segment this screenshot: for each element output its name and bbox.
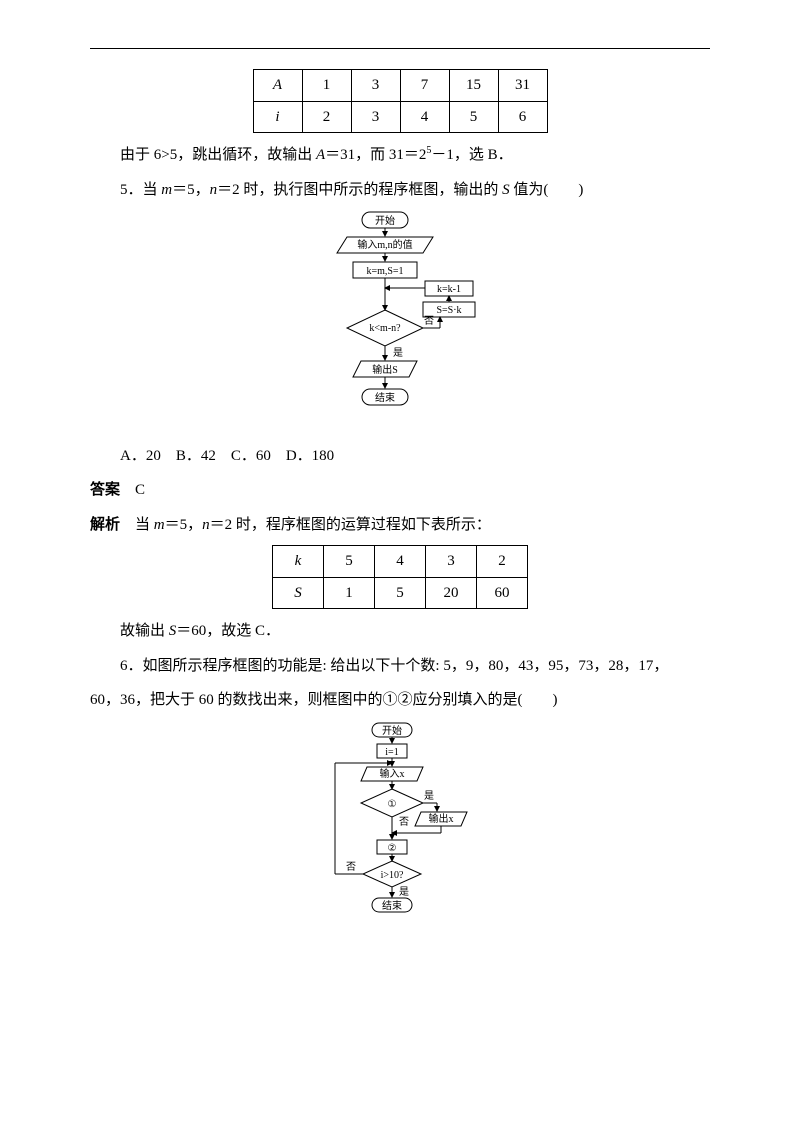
flow-d1: ① bbox=[388, 799, 397, 810]
cell: 31 bbox=[498, 70, 547, 102]
flow-input: 输入m,n的值 bbox=[357, 238, 412, 251]
flow-no: 否 bbox=[399, 816, 409, 828]
cell: 60 bbox=[477, 577, 528, 609]
options-5: A．20 B．42 C．60 D．180 bbox=[90, 442, 710, 471]
text: ＝5， bbox=[165, 517, 203, 533]
cell: 20 bbox=[426, 577, 477, 609]
cell: S bbox=[273, 577, 324, 609]
table-row: A 1 3 7 15 31 bbox=[253, 70, 547, 102]
table-row: S 1 5 20 60 bbox=[273, 577, 528, 609]
cell: 3 bbox=[351, 70, 400, 102]
flow-init: i=1 bbox=[385, 747, 398, 758]
answer-label: 答案 bbox=[90, 482, 120, 498]
answer-5: 答案 C bbox=[90, 476, 710, 505]
flow-end: 结束 bbox=[375, 391, 395, 404]
cell: 3 bbox=[426, 546, 477, 578]
text: ＝31，而 31＝2 bbox=[325, 147, 426, 163]
answer-val: C bbox=[120, 482, 145, 498]
text: 6．如图所示程序框图的功能是: 给出以下十个数: 5，9，80，43，95，73… bbox=[120, 658, 668, 674]
flow-yes: 是 bbox=[424, 790, 434, 802]
flow-start: 开始 bbox=[375, 214, 395, 227]
flow-upd2: S=S·k bbox=[436, 305, 461, 316]
question-5: 5．当 m＝5，n＝2 时，执行图中所示的程序框图，输出的 S 值为( ) bbox=[90, 176, 710, 205]
cell: 4 bbox=[400, 101, 449, 133]
text: 故输出 bbox=[120, 623, 169, 639]
cell: 3 bbox=[351, 101, 400, 133]
text: A．20 B．42 C．60 D．180 bbox=[120, 448, 334, 464]
cell: A bbox=[253, 70, 302, 102]
var-m: m bbox=[154, 517, 165, 533]
cell: 1 bbox=[302, 70, 351, 102]
text: －1，选 B． bbox=[431, 147, 512, 163]
text: ＝60，故选 C． bbox=[176, 623, 280, 639]
explain-prev: 由于 6>5，跳出循环，故输出 A＝31，而 31＝25－1，选 B． bbox=[90, 141, 710, 170]
table-row: k 5 4 3 2 bbox=[273, 546, 528, 578]
flowchart-1: 开始 输入m,n的值 k=m,S=1 k<m-n? 否 S=S·k k=k- bbox=[90, 210, 710, 436]
text: 当 bbox=[120, 517, 154, 533]
text: 5．当 bbox=[120, 182, 161, 198]
cell: 2 bbox=[302, 101, 351, 133]
cell: 1 bbox=[324, 577, 375, 609]
flow-cond: i>10? bbox=[381, 870, 404, 881]
text: 60，36，把大于 60 的数找出来，则框图中的①②应分别填入的是( ) bbox=[90, 692, 558, 708]
text: 值为( ) bbox=[510, 182, 584, 198]
flowchart-2: 开始 i=1 输入x ① 是 输出x 否 bbox=[90, 721, 710, 932]
flow-start: 开始 bbox=[382, 724, 402, 737]
flow-out: 输出S bbox=[372, 363, 398, 376]
flow-input: 输入x bbox=[380, 767, 405, 780]
flow-end: 结束 bbox=[382, 899, 402, 912]
cell: 5 bbox=[324, 546, 375, 578]
flow-yes: 是 bbox=[393, 347, 403, 359]
explain-label: 解析 bbox=[90, 517, 120, 533]
flow-d2: ② bbox=[388, 843, 397, 854]
flow-yes: 是 bbox=[399, 886, 409, 898]
var-S: S bbox=[502, 182, 510, 198]
text: ＝2 时，执行图中所示的程序框图，输出的 bbox=[217, 182, 502, 198]
text: ＝5， bbox=[172, 182, 210, 198]
var-n: n bbox=[202, 517, 210, 533]
cell: k bbox=[273, 546, 324, 578]
table-k-S: k 5 4 3 2 S 1 5 20 60 bbox=[272, 545, 528, 609]
question-6a: 6．如图所示程序框图的功能是: 给出以下十个数: 5，9，80，43，95，73… bbox=[90, 652, 710, 681]
page: A 1 3 7 15 31 i 2 3 4 5 6 由于 6>5，跳出循环，故输… bbox=[0, 0, 800, 1132]
var-m: m bbox=[161, 182, 172, 198]
var-n: n bbox=[210, 182, 218, 198]
flow-no: 否 bbox=[346, 861, 356, 873]
text: 由于 6>5，跳出循环，故输出 bbox=[120, 147, 316, 163]
flow-upd1: k=k-1 bbox=[437, 284, 461, 295]
question-6b: 60，36，把大于 60 的数找出来，则框图中的①②应分别填入的是( ) bbox=[90, 686, 710, 715]
flow-cond: k<m-n? bbox=[369, 323, 401, 334]
cell: 6 bbox=[498, 101, 547, 133]
cell: i bbox=[253, 101, 302, 133]
cell: 5 bbox=[375, 577, 426, 609]
text: ＝2 时，程序框图的运算过程如下表所示： bbox=[210, 517, 491, 533]
cell: 4 bbox=[375, 546, 426, 578]
table-row: i 2 3 4 5 6 bbox=[253, 101, 547, 133]
cell: 5 bbox=[449, 101, 498, 133]
explain-out: 故输出 S＝60，故选 C． bbox=[90, 617, 710, 646]
top-rule bbox=[90, 48, 710, 49]
var-A: A bbox=[316, 147, 325, 163]
cell: 15 bbox=[449, 70, 498, 102]
flow-out: 输出x bbox=[429, 812, 454, 825]
flow-init: k=m,S=1 bbox=[366, 266, 403, 277]
cell: 2 bbox=[477, 546, 528, 578]
table-A-i: A 1 3 7 15 31 i 2 3 4 5 6 bbox=[253, 69, 548, 133]
explain-5: 解析 当 m＝5，n＝2 时，程序框图的运算过程如下表所示： bbox=[90, 511, 710, 540]
cell: 7 bbox=[400, 70, 449, 102]
